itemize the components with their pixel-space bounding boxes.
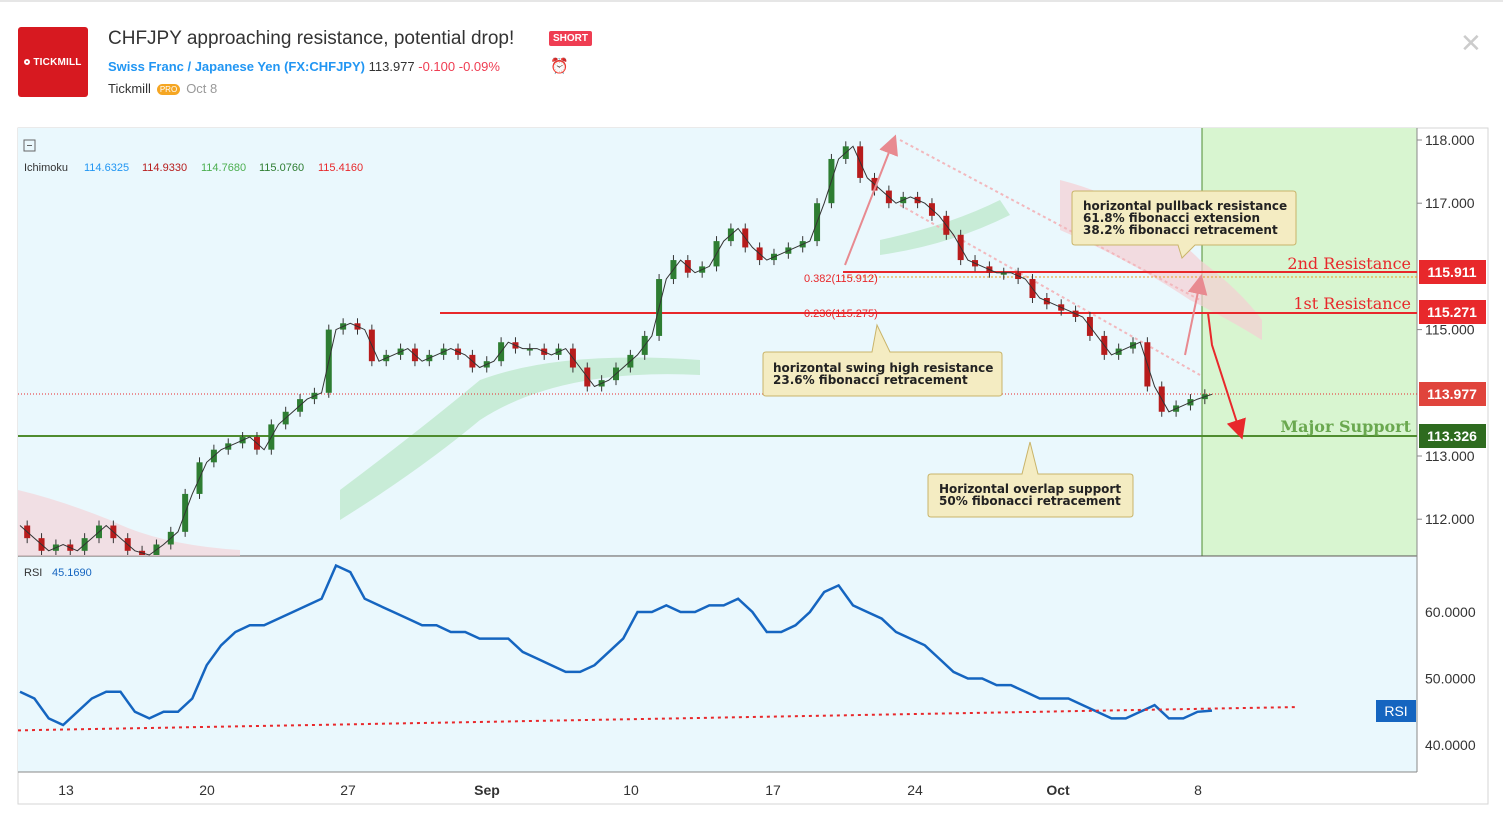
time-tick-label: 20 (199, 782, 215, 798)
candle-body (526, 348, 533, 351)
callout-mid-box (762, 323, 1003, 397)
author-link[interactable]: Tickmill (108, 81, 151, 96)
res2-price-tag (1419, 260, 1486, 284)
price-series-line (19, 145, 1213, 556)
candle-body (1000, 272, 1007, 275)
swing-up-arrow-icon (844, 134, 898, 266)
collapse-legend-icon[interactable] (23, 139, 36, 152)
callout-mid-line-2: 23.6% fibonacci retracement (773, 373, 968, 387)
price-tick-label: 112.000 (1425, 511, 1475, 527)
callout-bottom-line-2: 50% fibonacci retracement (939, 494, 1121, 508)
ichimoku-cloud-green (340, 357, 700, 520)
price-change-pct: -0.09% (458, 59, 500, 74)
symbol-line: Swiss Franc / Japanese Yen (FX:CHFJPY) 1… (108, 59, 500, 74)
rsi-pane[interactable] (18, 557, 1417, 772)
fib-382-label: 0.382(115.912) (804, 273, 878, 285)
res1-price-tag (1419, 300, 1486, 324)
res1-label: 1st Resistance (1293, 294, 1411, 313)
res1-price-text: 115.271 (1427, 304, 1477, 320)
top-border (0, 0, 1503, 2)
support-label: Major Support (1280, 417, 1411, 436)
rsi-label[interactable]: RSI (24, 567, 42, 579)
symbol-name-link[interactable]: Swiss Franc / Japanese Yen (108, 59, 281, 74)
logo-text: TICKMILL (33, 56, 82, 68)
rsi-tick-label: 60.0000 (1425, 604, 1476, 620)
drop-arrow-icon (1207, 312, 1246, 440)
time-tick-label: 17 (765, 782, 781, 798)
rsi-axis[interactable]: 60.0000 50.0000 40.0000 (1425, 604, 1476, 753)
time-tick-label: 8 (1194, 782, 1202, 798)
current-price-text: 113.977 (1427, 386, 1477, 402)
idea-title: CHFJPY approaching resistance, potential… (108, 28, 515, 49)
res2-price-text: 115.911 (1427, 264, 1476, 280)
last-price: 113.977 (368, 59, 415, 74)
ichimoku-value-4: 115.0760 (259, 162, 304, 174)
close-icon[interactable]: ✕ (1460, 28, 1482, 58)
price-tick-label: 115.000 (1425, 322, 1475, 338)
time-tick-label: 27 (340, 782, 356, 798)
alarm-clock-icon[interactable]: ⏰ (550, 58, 569, 75)
ichimoku-value-5: 115.4160 (318, 162, 363, 174)
logo-icon (24, 59, 31, 65)
callout-bottom-line-1: Horizontal overlap support (939, 482, 1121, 496)
callout-top-box (1071, 190, 1297, 259)
price-tick-label: 118.000 (1425, 132, 1475, 148)
rsi-tick-label: 40.0000 (1425, 737, 1476, 753)
channel-upper (899, 139, 1201, 301)
rsi-series-line (19, 563, 1213, 727)
ichimoku-value-1: 114.6325 (84, 162, 129, 174)
rsi-value: 45.1690 (52, 567, 92, 579)
time-axis[interactable]: 13 20 27 Sep 10 17 24 Oct 8 (58, 782, 1202, 798)
support-price-tag (1419, 424, 1486, 448)
pullback-arrow-icon (1184, 274, 1208, 356)
res2-label: 2nd Resistance (1287, 254, 1411, 273)
rsi-tag-text: RSI (1384, 703, 1407, 719)
price-tick-label: 117.000 (1425, 195, 1475, 211)
time-tick-label: 13 (58, 782, 74, 798)
author-line: Tickmill PRO Oct 8 (108, 81, 217, 96)
ichimoku-label[interactable]: Ichimoku (24, 162, 68, 174)
rsi-trendline (17, 706, 1296, 732)
rsi-tag (1376, 700, 1416, 722)
time-tick-label: Sep (474, 782, 500, 798)
symbol-code-link[interactable]: (FX:CHFJPY) (284, 59, 365, 74)
callout-mid[interactable]: horizontal swing high resistance 23.6% f… (762, 323, 1003, 397)
price-axis[interactable]: 118.000 117.000 115.000 113.000 112.000 (1417, 132, 1475, 527)
price-change: -0.100 (418, 59, 456, 74)
ichimoku-value-2: 114.9330 (142, 162, 187, 174)
ichimoku-cloud-red-left (18, 490, 240, 556)
support-price-text: 113.326 (1427, 428, 1477, 444)
callout-top-line-1: horizontal pullback resistance (1083, 199, 1287, 213)
current-price-tag (1419, 382, 1486, 406)
callout-bottom-box (927, 441, 1134, 518)
tickmill-logo[interactable]: TICKMILL (18, 27, 88, 97)
callout-top[interactable]: horizontal pullback resistance 61.8% fib… (1071, 190, 1297, 259)
time-tick-label: 24 (907, 782, 923, 798)
callout-top-line-3: 38.2% fibonacci retracement (1083, 223, 1278, 237)
price-tick-label: 113.000 (1425, 448, 1475, 464)
time-tick-label: 10 (623, 782, 639, 798)
callout-bottom[interactable]: Horizontal overlap support 50% fibonacci… (927, 441, 1134, 518)
publish-date: Oct 8 (186, 81, 218, 96)
short-badge: SHORT (549, 31, 592, 46)
pro-badge: PRO (156, 84, 181, 96)
callout-mid-line-1: horizontal swing high resistance (773, 361, 993, 375)
time-tick-label: Oct (1046, 782, 1070, 798)
ichimoku-value-3: 114.7680 (201, 162, 246, 174)
fib-236-label: 0.236(115.275) (804, 308, 878, 320)
callout-top-line-2: 61.8% fibonacci extension (1083, 211, 1260, 225)
rsi-tick-label: 50.0000 (1425, 671, 1476, 687)
